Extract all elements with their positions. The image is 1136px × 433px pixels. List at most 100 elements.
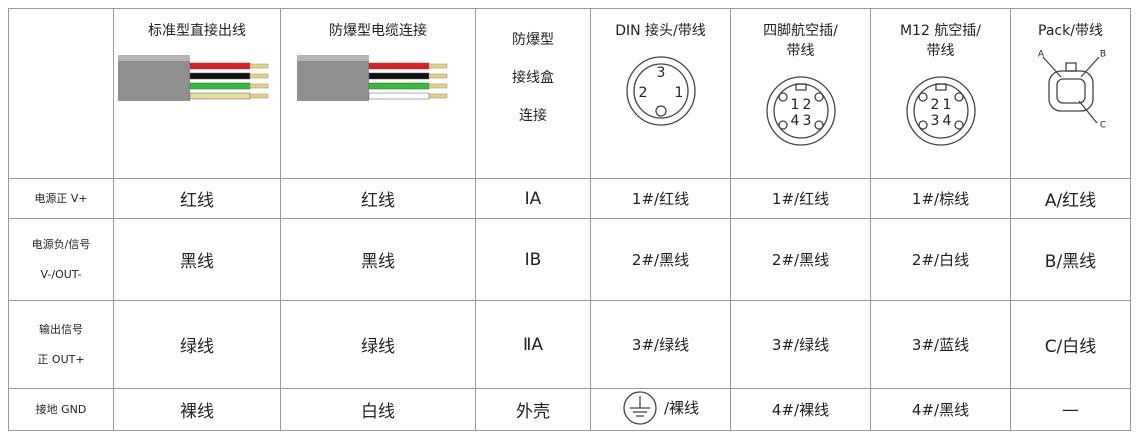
table-row: 接地 GND 裸线 白线 外壳/裸线 4#/裸线 4#/黑线 —	[8, 388, 1131, 431]
pin-label: 1	[674, 85, 683, 101]
row-label-text: 电源正 V+	[34, 191, 88, 205]
pack-inner	[1055, 78, 1086, 104]
cable-shine	[297, 55, 369, 61]
header-text: 带线	[786, 43, 815, 59]
cell-text: ⅠA	[524, 188, 542, 209]
header-cell: 防爆型电缆连接	[280, 8, 476, 179]
cable-sheath	[297, 55, 369, 101]
wire-tip	[249, 83, 269, 89]
icon: 32 1	[625, 56, 696, 126]
icon	[623, 390, 657, 425]
header-cell: 四脚航空插/带线 1 2 4 3	[730, 8, 871, 179]
row-label-text: V-/OUT-	[40, 267, 82, 281]
cell: —	[1010, 388, 1131, 431]
wire	[189, 82, 251, 90]
icon	[297, 55, 448, 101]
cell: 2#/黑线	[590, 218, 731, 301]
pin	[953, 92, 964, 102]
header-text: 四脚航空插/	[763, 23, 838, 39]
cable-shine	[118, 55, 190, 61]
cell: 外壳	[475, 388, 591, 431]
table-row: 电源负/信号 V-/OUT- 黑线 黑线 ⅠB 2#/黑线 2#/黑线 2#/白线 B/黑线	[8, 218, 1131, 301]
cell: 3#/绿线	[730, 300, 871, 389]
header-text: 防爆型电缆连接	[329, 23, 427, 39]
cell-text: 2#/黑线	[631, 251, 690, 269]
cell-text: 3#/绿线	[631, 336, 690, 354]
face	[912, 83, 969, 139]
cell-text: 4#/黑线	[911, 401, 970, 419]
cell: /裸线	[590, 388, 731, 431]
table-row: 输出信号正 OUT+ 绿线 绿线 ⅡA 3#/绿线 3#/绿线 3#/蓝线 C/白线	[8, 300, 1131, 389]
pin-label: C	[1099, 121, 1105, 130]
wire-tip	[249, 63, 269, 69]
cell-text: 黑线	[180, 252, 214, 272]
cell-text: 红线	[180, 191, 214, 211]
cell: ⅠA	[475, 178, 591, 219]
cell: 1#/红线	[730, 178, 871, 219]
header-text: M12 航空插/	[899, 23, 982, 39]
table-body: 电源正 V+ 红线 红线 ⅠA 1#/红线 1#/红线 1#/棕线 A/红线电源负/信号 V-/…	[8, 178, 1131, 431]
cell: 绿线	[113, 300, 281, 389]
shell	[905, 76, 976, 146]
pin-label: 3	[802, 113, 811, 129]
pin-label: 4	[790, 113, 799, 129]
cell: 4#/裸线	[730, 388, 871, 431]
wire-tip	[249, 73, 269, 79]
header-cell: M12 航空插/带线 2 1 3 4	[870, 8, 1011, 179]
ground-circle	[623, 390, 657, 425]
cell-text: 4#/裸线	[771, 401, 830, 419]
cell: ⅡA	[475, 300, 591, 389]
key	[934, 83, 947, 91]
face	[632, 63, 689, 119]
cell-text: /裸线	[663, 399, 700, 417]
header-text: 接线盒	[512, 70, 554, 86]
pin-label: 1	[790, 97, 799, 113]
pin-label: 3	[930, 113, 939, 129]
cell: 裸线	[113, 388, 281, 431]
wire	[189, 92, 251, 100]
icon: 2 13 4	[905, 76, 976, 146]
header-cell: 标准型直接出线	[113, 8, 281, 179]
header-cell: DIN 接头/带线 3 2 1	[590, 8, 731, 179]
lead	[1080, 56, 1099, 78]
cell: 红线	[113, 178, 281, 219]
pin-label: 1	[942, 97, 951, 113]
wire	[368, 62, 430, 70]
cell-text: 3#/蓝线	[911, 336, 970, 354]
key	[794, 83, 807, 91]
cell: 1#/棕线	[870, 178, 1011, 219]
cell-text: 3#/绿线	[771, 336, 830, 354]
cell-text: 绿线	[361, 337, 395, 357]
pin-label: B	[1099, 50, 1105, 60]
shell	[625, 56, 696, 126]
row-label-text: 正 OUT+	[37, 352, 85, 366]
pin-label: 2	[638, 85, 647, 101]
cell: 3#/蓝线	[870, 300, 1011, 389]
table-row: 电源正 V+ 红线 红线 ⅠA 1#/红线 1#/红线 1#/棕线 A/红线	[8, 178, 1131, 219]
pin-label: 2	[802, 97, 811, 113]
cell: C/白线	[1010, 300, 1131, 389]
pin	[917, 92, 928, 102]
cell: B/黑线	[1010, 218, 1131, 301]
cell-text: 1#/棕线	[911, 190, 970, 208]
wire	[189, 72, 251, 80]
pack-key	[1064, 62, 1077, 72]
pin	[953, 120, 964, 130]
cell-text: —	[1062, 399, 1079, 420]
cell-text: 1#/红线	[631, 190, 690, 208]
cell: 4#/黑线	[870, 388, 1011, 431]
row-label: 输出信号正 OUT+	[8, 300, 114, 389]
cell: A/红线	[1010, 178, 1131, 219]
face	[772, 83, 829, 139]
wire	[368, 72, 430, 80]
pin-label: A	[1037, 50, 1044, 60]
cell-text: 1#/红线	[771, 190, 830, 208]
row-label-text: 电源负/信号	[31, 237, 91, 251]
shell	[765, 76, 836, 146]
cell-text: 黑线	[361, 252, 395, 272]
pin	[777, 92, 788, 102]
wire	[368, 92, 430, 100]
wire-tip	[428, 83, 448, 89]
pin	[813, 92, 824, 102]
cell-text: 红线	[361, 191, 395, 211]
